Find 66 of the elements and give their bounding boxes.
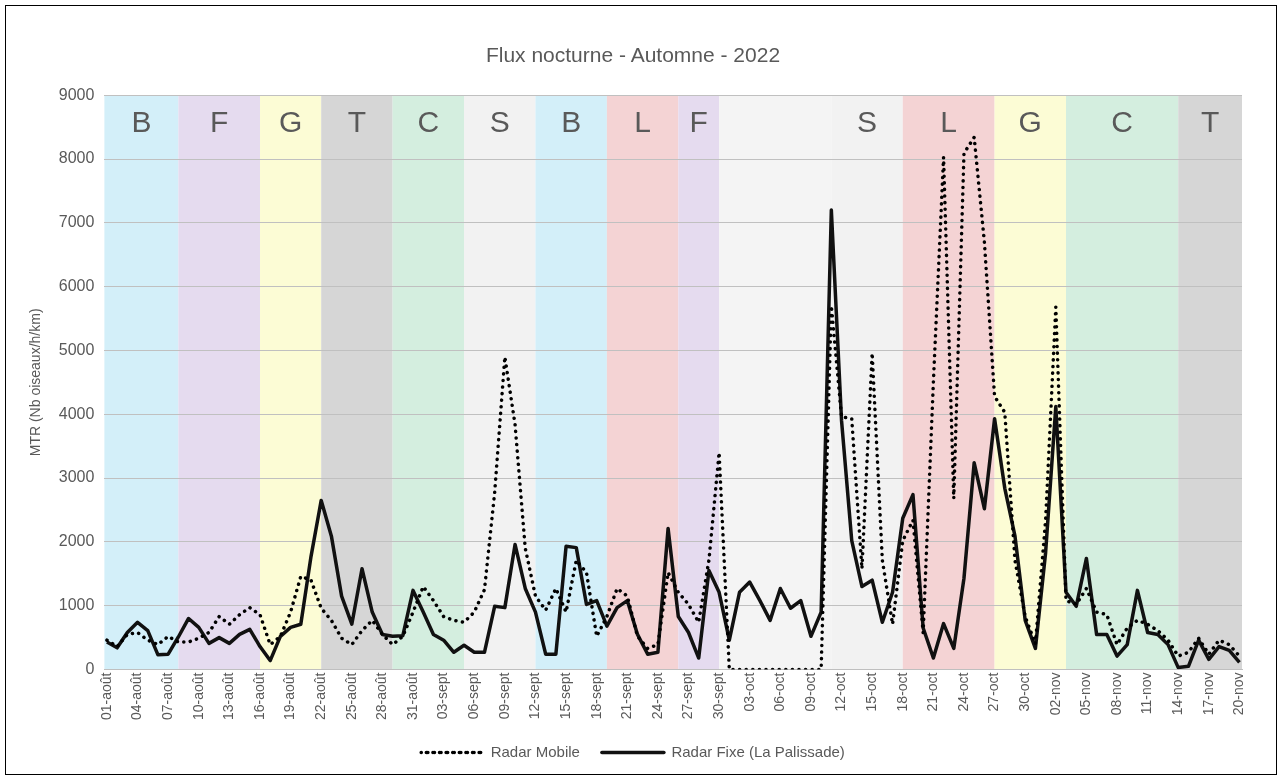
band-label: L xyxy=(634,105,651,139)
x-tick-label: 25-août xyxy=(342,672,359,720)
x-tick-label: 19-août xyxy=(281,672,298,720)
band-label: B xyxy=(561,105,582,139)
chart-title: Flux nocturne - Automne - 2022 xyxy=(485,43,781,67)
band-label: C xyxy=(417,105,440,139)
x-tick-label: 15-sept xyxy=(556,672,573,720)
x-tick-label: 10-août xyxy=(189,672,206,720)
x-tick-label: 31-août xyxy=(403,672,420,720)
x-tick-label: 09-oct xyxy=(801,672,818,712)
band-label: G xyxy=(278,105,303,139)
x-tick-label: 28-août xyxy=(373,672,390,720)
band-label: T xyxy=(347,105,367,139)
x-tick-label: 21-oct xyxy=(924,672,941,712)
x-tick-label: 20-nov xyxy=(1230,672,1247,716)
x-tick-label: 06-oct xyxy=(771,672,788,712)
x-tick-label: 05-nov xyxy=(1077,672,1094,716)
x-tick-label: 21-sept xyxy=(618,672,635,720)
x-tick-label: 15-oct xyxy=(863,672,880,712)
y-tick-label: 3000 xyxy=(58,468,95,486)
band-label: B xyxy=(131,105,152,139)
legend-label: Radar Mobile xyxy=(490,742,580,760)
y-tick-label: 1000 xyxy=(58,596,95,614)
y-tick-label: 6000 xyxy=(58,277,95,295)
band-label: S xyxy=(857,105,878,139)
x-tick-label: 27-oct xyxy=(985,672,1002,712)
x-tick-label: 24-oct xyxy=(954,672,971,712)
band-label: G xyxy=(1018,105,1042,139)
x-tick-label: 06-sept xyxy=(465,672,482,720)
x-tick-label: 18-sept xyxy=(587,672,604,720)
x-tick-label: 11-nov xyxy=(1138,672,1155,715)
x-tick-label: 17-nov xyxy=(1199,672,1216,716)
x-tick-label: 27-sept xyxy=(679,672,696,720)
y-tick-label: 7000 xyxy=(58,213,95,231)
x-tick-label: 24-sept xyxy=(648,672,665,720)
band-label: F xyxy=(210,105,229,139)
band-label: C xyxy=(1111,105,1133,139)
band-label: L xyxy=(940,105,958,139)
x-tick-label: 08-nov xyxy=(1107,672,1124,716)
x-tick-label: 07-août xyxy=(159,672,176,720)
y-tick-label: 9000 xyxy=(58,85,95,103)
x-tick-label: 12-oct xyxy=(832,672,849,712)
x-tick-label: 14-nov xyxy=(1169,672,1186,716)
x-tick-label: 03-sept xyxy=(434,672,451,720)
x-tick-label: 03-oct xyxy=(740,672,757,712)
y-axis-title: MTR (Nb oiseaux/h/km) xyxy=(27,308,44,457)
y-tick-label: 4000 xyxy=(58,404,95,422)
band-label: T xyxy=(1200,105,1220,139)
y-tick-label: 2000 xyxy=(58,532,95,550)
x-tick-label: 01-août xyxy=(97,672,114,720)
y-tick-label: 5000 xyxy=(58,340,95,358)
x-tick-label: 02-nov xyxy=(1046,672,1063,716)
x-tick-label: 16-août xyxy=(250,672,267,720)
x-tick-label: 30-oct xyxy=(1016,672,1033,712)
x-tick-label: 04-août xyxy=(128,672,145,720)
x-tick-label: 13-août xyxy=(220,672,237,720)
x-tick-label: 09-sept xyxy=(495,672,512,720)
y-tick-label: 8000 xyxy=(58,149,95,167)
x-tick-label: 12-sept xyxy=(526,672,543,720)
x-tick-label: 22-août xyxy=(312,672,329,720)
x-tick-label: 18-oct xyxy=(893,672,910,712)
x-tick-label: 30-sept xyxy=(709,672,726,720)
y-tick-label: 0 xyxy=(85,659,95,677)
band-label: S xyxy=(489,105,510,139)
band-label: F xyxy=(689,105,708,139)
legend-label: Radar Fixe (La Palissade) xyxy=(671,742,845,760)
